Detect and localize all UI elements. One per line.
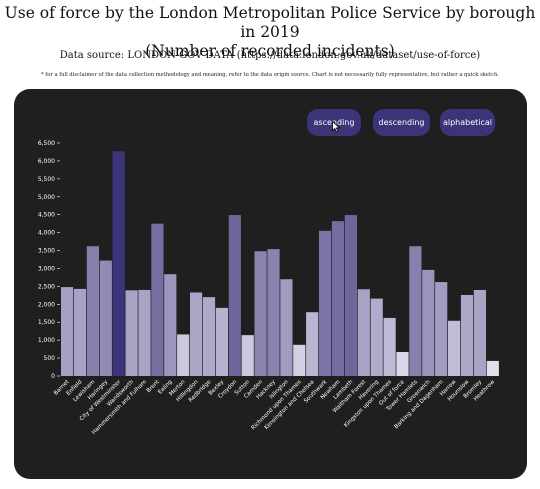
bar[interactable] [306, 312, 319, 376]
bar[interactable] [448, 320, 461, 376]
y-tick-label: 2,000 [38, 301, 55, 308]
bar[interactable] [86, 246, 99, 376]
chart-title: Use of force by the London Metropolitan … [0, 4, 540, 61]
bar[interactable] [409, 246, 422, 376]
bar[interactable] [396, 351, 409, 376]
bar[interactable] [164, 274, 177, 376]
bar[interactable] [228, 215, 241, 376]
title-line-2: (Number of recorded incidents) [145, 42, 395, 60]
sort-descending-button[interactable]: descending [373, 109, 430, 136]
bar[interactable] [215, 307, 228, 376]
y-tick-label: 2,500 [38, 283, 55, 290]
bar[interactable] [344, 215, 357, 376]
bar[interactable] [241, 335, 254, 376]
bar[interactable] [370, 298, 383, 376]
bar[interactable] [138, 289, 151, 376]
bar[interactable] [473, 289, 486, 376]
sort-alphabetical-button[interactable]: alphabetical [440, 109, 495, 136]
bar[interactable] [112, 151, 125, 376]
bar[interactable] [319, 230, 332, 376]
bar[interactable] [73, 288, 87, 376]
bar[interactable] [202, 297, 216, 376]
bar[interactable] [383, 317, 396, 376]
bar[interactable] [331, 221, 345, 376]
bar[interactable] [190, 292, 203, 376]
y-tick-label: 4,500 [38, 212, 55, 219]
y-tick-label: 1,500 [38, 319, 55, 326]
bar[interactable] [422, 269, 435, 376]
y-tick-label: 3,500 [38, 248, 55, 255]
data-source-text: Data source: LONDON GOV DATA (https://da… [59, 50, 481, 61]
bar[interactable] [280, 279, 293, 376]
bar[interactable] [486, 360, 499, 376]
bar[interactable] [435, 282, 448, 376]
bar[interactable] [267, 249, 280, 376]
bar[interactable] [177, 334, 190, 376]
bar[interactable] [460, 294, 474, 376]
bar[interactable] [61, 287, 74, 376]
title-line-1: Use of force by the London Metropolitan … [4, 4, 536, 41]
y-tick-label: 5,500 [38, 176, 55, 183]
bar[interactable] [357, 289, 370, 376]
disclaimer-text: * for a full disclaimer of the data coll… [41, 72, 499, 78]
bar[interactable] [293, 344, 306, 376]
y-tick-label: 500 [44, 355, 56, 362]
mouse-pointer-icon [332, 121, 341, 133]
y-tick-label: 5,000 [38, 194, 55, 201]
bar-chart: 0 500 1,000 1,500 2,000 2,500 3,000 3,500 4,000 4… [38, 140, 499, 436]
bar[interactable] [125, 290, 138, 376]
bar[interactable] [99, 260, 112, 376]
y-tick-label: 6,500 [38, 140, 55, 147]
y-tick-label: 1,000 [38, 337, 55, 344]
bar[interactable] [254, 251, 267, 376]
y-tick-label: 6,000 [38, 158, 55, 165]
bar[interactable] [151, 223, 164, 376]
y-tick-label: 4,000 [38, 230, 55, 237]
y-tick-label: 3,000 [38, 265, 55, 272]
chart-panel: 0 500 1,000 1,500 2,000 2,500 3,000 3,500 4,000 4… [14, 89, 527, 479]
y-tick-label: 0 [51, 373, 55, 380]
